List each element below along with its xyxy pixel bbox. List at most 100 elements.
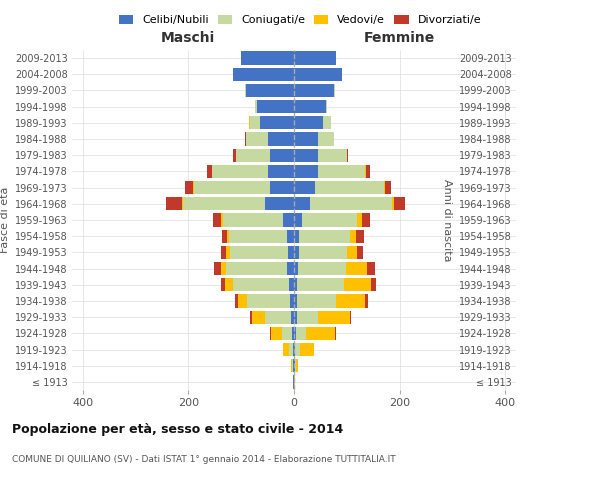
Bar [310,197,392,210]
Bar [270,181,294,194]
Bar [194,181,270,194]
Bar [233,68,294,81]
Bar [294,181,315,194]
Bar [295,343,301,356]
Bar [225,278,233,291]
Bar [252,310,265,324]
Bar [287,230,294,243]
Bar [166,197,182,210]
Bar [294,310,296,324]
Bar [294,246,299,259]
Bar [247,294,290,308]
Bar [265,310,292,324]
Bar [223,214,283,226]
Bar [292,359,293,372]
Bar [282,326,292,340]
Bar [250,310,252,324]
Bar [349,310,351,324]
Bar [226,246,230,259]
Bar [294,197,310,210]
Bar [257,100,294,114]
Bar [358,246,363,259]
Bar [221,262,226,275]
Bar [293,343,294,356]
Bar [193,181,194,194]
Bar [347,148,349,162]
Bar [247,132,268,145]
Bar [226,262,287,275]
Bar [318,148,347,162]
Bar [221,246,226,259]
Text: Femmine: Femmine [364,31,436,45]
Y-axis label: Fasce di età: Fasce di età [0,187,10,253]
Bar [299,246,347,259]
Bar [365,294,368,308]
Bar [295,359,296,372]
Bar [323,116,331,130]
Bar [392,197,394,210]
Bar [349,230,356,243]
Bar [235,294,238,308]
Bar [294,100,326,114]
Legend: Celibi/Nubili, Coniugati/e, Vedovi/e, Divorziati/e: Celibi/Nubili, Coniugati/e, Vedovi/e, Di… [115,10,485,30]
Bar [270,326,271,340]
Bar [260,116,294,130]
Bar [367,165,370,178]
Bar [296,294,336,308]
Bar [287,246,294,259]
Bar [221,230,227,243]
Bar [283,214,294,226]
Bar [245,132,247,145]
Bar [315,181,384,194]
Bar [384,181,385,194]
Bar [230,246,287,259]
Bar [221,214,223,226]
Bar [318,165,365,178]
Bar [294,52,336,64]
Bar [213,214,221,226]
Bar [292,310,294,324]
Bar [334,84,335,97]
Bar [299,230,349,243]
Bar [289,343,293,356]
Bar [344,278,371,291]
Bar [294,278,296,291]
Bar [358,214,362,226]
Bar [296,278,344,291]
Bar [247,84,294,97]
Bar [371,278,376,291]
Bar [394,197,405,210]
Bar [318,310,349,324]
Bar [294,132,318,145]
Bar [318,132,334,145]
Bar [294,214,302,226]
Text: COMUNE DI QUILIANO (SV) - Dati ISTAT 1° gennaio 2014 - Elaborazione TUTTITALIA.I: COMUNE DI QUILIANO (SV) - Dati ISTAT 1° … [12,455,395,464]
Bar [296,310,318,324]
Bar [283,343,289,356]
Bar [249,116,250,130]
Bar [233,278,289,291]
Bar [270,148,294,162]
Bar [221,278,225,291]
Bar [238,294,247,308]
Bar [335,326,336,340]
Y-axis label: Anni di nascita: Anni di nascita [442,179,452,261]
Text: Maschi: Maschi [161,31,215,45]
Bar [287,262,294,275]
Bar [347,246,358,259]
Bar [294,84,334,97]
Bar [290,294,294,308]
Bar [296,359,298,372]
Bar [245,84,247,97]
Bar [256,100,257,114]
Bar [183,197,265,210]
Bar [294,165,318,178]
Bar [356,230,364,243]
Bar [294,230,299,243]
Bar [294,262,298,275]
Bar [294,326,296,340]
Bar [227,230,229,243]
Bar [182,197,183,210]
Bar [250,116,260,130]
Bar [265,197,294,210]
